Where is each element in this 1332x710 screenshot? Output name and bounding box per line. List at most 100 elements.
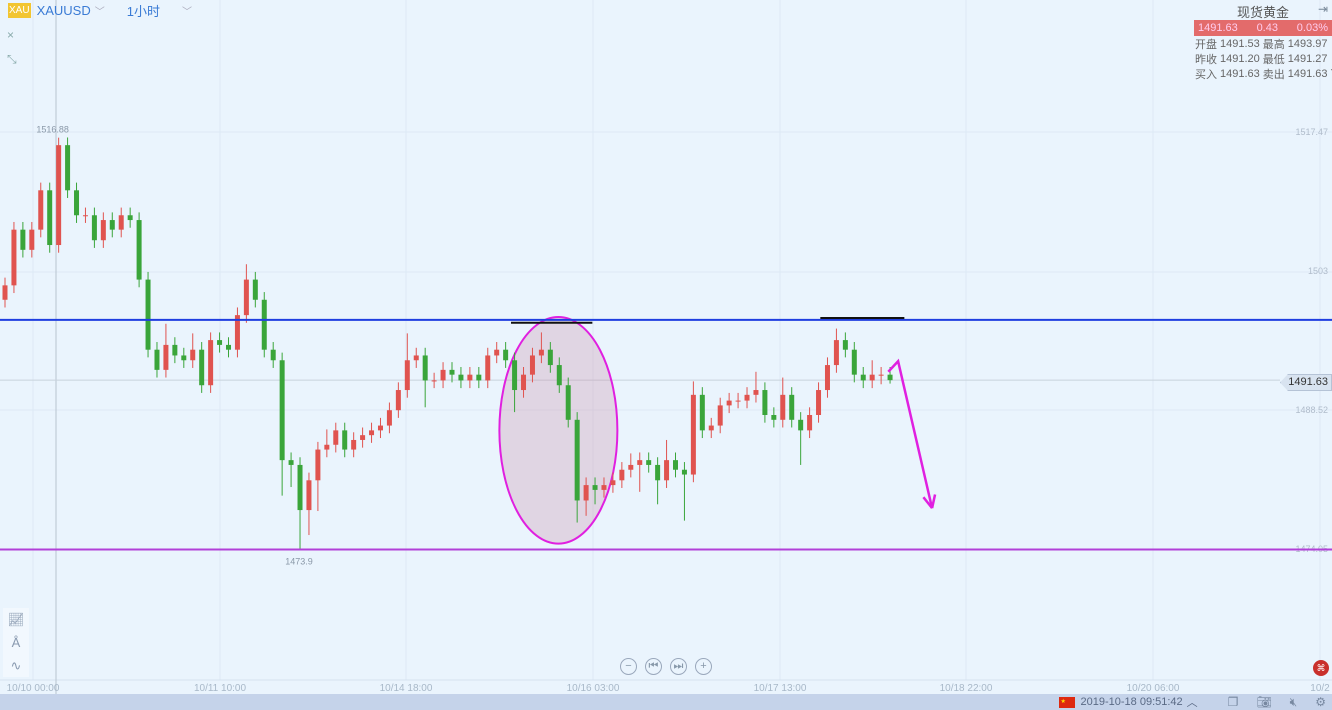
- candle-body: [807, 415, 813, 431]
- candle-body: [431, 380, 437, 382]
- value: 1491.20: [1220, 52, 1260, 65]
- candle: [610, 472, 616, 493]
- candle-body: [226, 344, 231, 350]
- candle-body: [690, 394, 696, 475]
- scroll-end-button[interactable]: ⏭: [670, 658, 687, 675]
- candle: [717, 397, 723, 434]
- candle-body: [878, 374, 884, 376]
- collapse-icon[interactable]: ⤡: [7, 52, 17, 66]
- candle: [422, 347, 428, 408]
- candle: [56, 137, 62, 253]
- chevron-up-icon[interactable]: ︿: [1186, 697, 1198, 709]
- candle-body: [753, 390, 759, 395]
- candle-body: [74, 190, 80, 216]
- candle-body: [20, 229, 26, 250]
- candle: [681, 462, 687, 521]
- candle: [816, 382, 822, 423]
- candle-body: [190, 349, 196, 361]
- candle-body: [637, 460, 643, 465]
- settings-icon[interactable]: ⚙: [1315, 695, 1326, 709]
- wave-icon[interactable]: ∿: [10, 658, 22, 673]
- candle-body: [726, 400, 732, 406]
- candle: [11, 221, 17, 294]
- last-price-tag: 1491.63: [1280, 374, 1332, 391]
- candle-body: [458, 374, 464, 381]
- exit-panel-icon[interactable]: ⇥: [1317, 2, 1328, 16]
- candle: [20, 221, 26, 258]
- value: 1491.63: [1287, 67, 1328, 80]
- candle: [65, 137, 71, 198]
- zoom-out-button[interactable]: −: [620, 658, 637, 675]
- zoom-in-button[interactable]: +: [695, 658, 712, 675]
- candle-body: [619, 469, 625, 481]
- candle-body: [789, 394, 795, 420]
- candle-body: [297, 464, 303, 511]
- candle: [29, 221, 35, 258]
- candle-body: [503, 349, 509, 361]
- label: 昨收: [1195, 53, 1217, 66]
- candle-body: [744, 394, 750, 401]
- candle: [655, 457, 661, 505]
- candle: [199, 342, 205, 393]
- quote-change-pct: 0.03%: [1296, 22, 1328, 34]
- candle: [449, 362, 455, 383]
- candle: [100, 212, 106, 248]
- windows-icon[interactable]: ❐: [1227, 695, 1239, 709]
- mute-icon[interactable]: 🔇︎: [1289, 694, 1298, 709]
- candle-body: [467, 374, 473, 381]
- candle-body: [252, 279, 258, 300]
- candle: [574, 412, 580, 523]
- quote-row: 开盘 1491.53 最高 1493.97: [1194, 36, 1332, 51]
- candle: [413, 347, 419, 368]
- chevron-down-icon[interactable]: ﹀: [94, 6, 105, 18]
- candle: [261, 292, 267, 358]
- symbol-toolbar: XAU XAUUSD ﹀ 1小时 ﹀: [0, 0, 214, 20]
- candle-body: [91, 215, 97, 241]
- candle-body: [360, 435, 366, 440]
- candle: [243, 264, 249, 323]
- candle: [467, 366, 473, 389]
- candle-body: [628, 464, 634, 470]
- candle: [762, 382, 768, 423]
- status-datetime: 2019-10-18 09:51:42: [1080, 696, 1183, 708]
- candle-body: [386, 410, 392, 426]
- timeframe-selector[interactable]: 1小时: [126, 3, 160, 19]
- candle: [753, 371, 759, 403]
- candle-body: [154, 349, 160, 370]
- x-tick-label: 10/20 06:00: [1127, 683, 1180, 694]
- candle-body: [261, 299, 267, 350]
- candle: [529, 347, 535, 383]
- drawing-icon[interactable]: Å: [11, 635, 21, 650]
- candle: [360, 427, 366, 448]
- candle-body: [47, 190, 53, 246]
- candle: [136, 212, 142, 288]
- candle: [47, 182, 53, 253]
- chevron-down-icon[interactable]: ﹀: [1331, 66, 1332, 82]
- candle-body: [780, 394, 786, 420]
- candle: [351, 432, 357, 458]
- label: 开盘: [1195, 38, 1217, 51]
- indicator-icon[interactable]: 📈︎: [7, 612, 25, 627]
- candle-body: [565, 385, 571, 420]
- x-tick-label: 10/2: [1310, 683, 1330, 694]
- candle-body: [422, 355, 428, 381]
- candle-body: [529, 355, 535, 375]
- camera-icon[interactable]: 📷︎: [1256, 695, 1272, 709]
- candle-body: [29, 229, 35, 250]
- candle: [637, 452, 643, 492]
- candle: [824, 357, 830, 398]
- close-icon[interactable]: ×: [7, 28, 15, 42]
- scroll-start-button[interactable]: ⏮: [645, 658, 662, 675]
- symbol-selector[interactable]: XAUUSD: [36, 2, 91, 18]
- candlestick-chart[interactable]: 10/10 00:00 10/11 10:00 10/14 18:00 10/16 0…: [0, 0, 1332, 694]
- candle: [279, 352, 285, 496]
- candle-body: [395, 390, 401, 411]
- chevron-down-icon[interactable]: ﹀: [181, 6, 192, 18]
- candle: [217, 332, 223, 353]
- candle-body: [82, 215, 88, 217]
- candle-body: [842, 340, 848, 350]
- candle: [395, 382, 401, 418]
- candle-body: [38, 190, 44, 230]
- candle-body: [315, 449, 321, 481]
- candle: [127, 207, 133, 228]
